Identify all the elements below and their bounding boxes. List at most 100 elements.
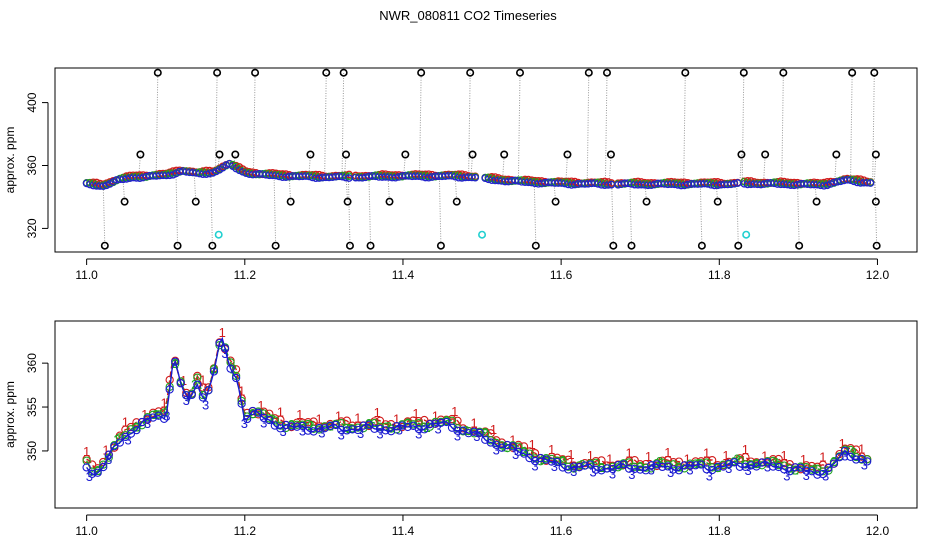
series-marker: 1 (354, 411, 361, 426)
cyan-point (214, 230, 223, 239)
series-point (270, 416, 279, 425)
series-point (132, 425, 141, 435)
outlier-point (761, 150, 770, 159)
series-point (647, 461, 656, 470)
series-marker: 3 (86, 469, 93, 484)
series-point (469, 427, 479, 436)
series-point (636, 465, 645, 474)
series-marker: 1 (722, 448, 729, 463)
series-point (132, 423, 141, 432)
outlier-point (385, 197, 394, 206)
outlier-point (832, 150, 841, 159)
outlier-point (848, 68, 857, 77)
series-point (779, 465, 789, 474)
outlier-point (417, 68, 426, 77)
series-marker: 1 (800, 452, 807, 467)
series-point (386, 427, 396, 436)
x-tick-label: 12.0 (866, 268, 890, 282)
series-point (763, 458, 772, 467)
series-point (453, 426, 462, 435)
series-point (254, 408, 263, 417)
series-point (680, 461, 689, 470)
series-point (497, 438, 506, 447)
series-marker: 1 (122, 415, 129, 430)
series-point (292, 422, 302, 431)
series-point (276, 415, 285, 424)
series-point (813, 470, 822, 479)
series-marker: 2 (520, 444, 527, 459)
series-marker: 3 (415, 427, 422, 442)
outlier-point (342, 150, 351, 159)
outlier-spike (873, 181, 877, 202)
outlier-point (606, 150, 615, 159)
series-point (857, 454, 866, 464)
series-point (370, 424, 379, 433)
series-point (752, 462, 761, 471)
outlier-spike (834, 154, 837, 182)
series-point (198, 393, 208, 402)
outlier-point (322, 68, 331, 77)
outlier-point (271, 241, 280, 250)
y-axis-label: approx. ppm (3, 127, 17, 194)
series-marker: 3 (609, 466, 616, 481)
series-marker: 1 (102, 443, 109, 458)
series-point (619, 460, 628, 469)
outlier-point (871, 150, 880, 159)
series-point (547, 457, 556, 466)
outlier-point (401, 150, 410, 159)
series-marker: 1 (471, 416, 478, 431)
series-point (375, 424, 385, 433)
series-point (741, 462, 750, 471)
series-point (613, 460, 623, 470)
outlier-spike (419, 72, 422, 176)
series-marker: 3 (280, 424, 287, 439)
series-marker: 1 (684, 452, 691, 467)
series-point (818, 469, 828, 479)
series-marker: 2 (598, 460, 605, 475)
series-marker: 3 (435, 421, 442, 436)
series-marker: 1 (393, 411, 400, 426)
x-axis: 11.0 11.2 11.4 11.6 11.8 12.0 (75, 514, 890, 538)
series-marker: 2 (268, 411, 275, 426)
series-marker: 3 (745, 463, 752, 478)
outlier-spike (699, 183, 703, 246)
series-point (314, 423, 324, 433)
series-point (436, 418, 446, 427)
series-point (863, 457, 872, 466)
series-marker: 3 (841, 448, 848, 463)
x-tick-label: 11.2 (234, 524, 257, 538)
series-marker: 2 (714, 460, 721, 475)
series-marker: 1 (781, 448, 788, 463)
outlier-spike (874, 182, 878, 246)
series-point (802, 466, 811, 475)
outlier-spike (586, 72, 590, 184)
series-marker: 1 (161, 396, 168, 411)
outlier-spike (873, 154, 877, 183)
series-marker: 1 (199, 372, 206, 387)
outlier-point (466, 68, 475, 77)
y-axis: 320 360 400 (25, 92, 49, 238)
outlier-point (602, 68, 611, 77)
outlier-spike (850, 72, 853, 181)
series-marker: 2 (443, 413, 450, 428)
series-point (702, 465, 711, 474)
outlier-spike (454, 175, 458, 202)
y-tick-label: 350 (25, 441, 39, 461)
outlier-point (697, 241, 706, 250)
y-tick-label: 320 (25, 218, 39, 238)
series-marker: 2 (617, 458, 624, 473)
series-point (713, 462, 722, 471)
series-marker: 1 (664, 445, 671, 460)
outlier-point (345, 241, 354, 250)
series-marker: 3 (783, 469, 790, 484)
series-point (148, 410, 158, 419)
x-tick-label: 11.8 (708, 524, 731, 538)
series-point (514, 447, 523, 456)
outlier-point (173, 241, 182, 250)
outlier-point (215, 150, 224, 159)
series-marker: 3 (551, 459, 558, 474)
series-marker: 1 (335, 408, 342, 423)
series-marker: 3 (299, 423, 306, 438)
x-tick-label: 12.0 (866, 524, 890, 538)
series-marker: 3 (183, 393, 190, 408)
